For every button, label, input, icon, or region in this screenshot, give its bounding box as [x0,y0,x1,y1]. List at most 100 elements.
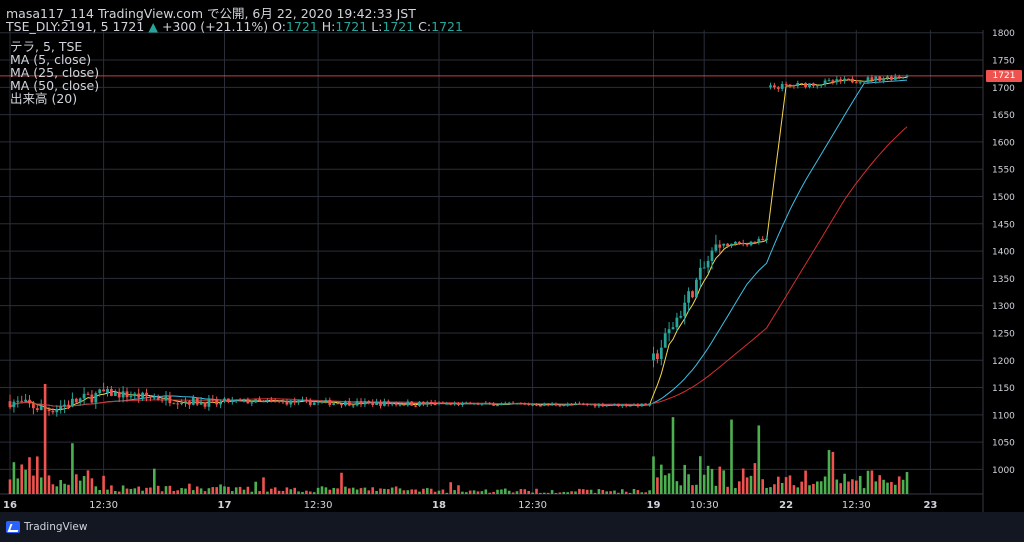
volume-bar [648,490,651,494]
candle-body [823,80,827,85]
symbol-ohlc: TSE_DLY:2191, 5 1721 ▲ +300 (+21.11%) O:… [6,19,463,34]
volume-bar [519,489,523,494]
candle-body [741,242,745,244]
volume-bar [371,487,374,494]
price-chart[interactable]: 1000 1050 1100 1150 1200 1250 1300 1350 1400 1450… [0,0,1024,512]
candle-body [355,400,359,406]
candle-body [418,401,421,406]
volume-bar [866,470,870,494]
price-tick-label: 1750 [992,57,1015,67]
volume-bar [324,487,328,494]
volume-bar [699,456,702,494]
candle-body [628,405,632,407]
indicator-ma5[interactable]: MA (5, close) [10,52,92,67]
ma-line [9,79,908,408]
volume-bar [433,491,437,494]
price-tick-label: 1450 [992,220,1015,230]
candle-body [496,405,499,407]
candle-body [51,411,55,413]
candle-body [363,401,367,405]
volume-bar [894,484,897,494]
candle-body [624,404,628,407]
candle-body [43,405,47,410]
volume-bar [316,487,320,494]
candle-body [819,84,823,86]
candle-body [219,402,222,405]
indicator-ma25[interactable]: MA (25, close) [10,65,100,80]
volume-bar [675,481,679,494]
candle-body [566,403,570,406]
candle-body [695,279,698,298]
volume-bar [905,472,909,494]
volume-bar [527,490,530,494]
volume-bar [890,481,893,494]
volume-bar [582,489,585,494]
volume-bar [831,451,835,494]
volume-bar [511,492,515,494]
volume-bar [472,490,476,494]
candle-body [437,402,441,404]
volume-bar [788,475,792,494]
candle-body [223,398,226,402]
candle-body [835,79,839,83]
volume-bar [500,489,503,494]
candle-body [386,401,390,404]
indicator-ma50[interactable]: MA (50, close) [10,78,100,93]
candle-body [734,241,737,244]
volume-bar [862,488,866,494]
candle-body [215,399,219,405]
open-label: O: [272,19,286,34]
candle-body [211,399,215,401]
price-tick-label: 1100 [992,411,1015,421]
volume-bar [660,464,663,494]
volume-bar [554,492,558,494]
volume-bar [332,487,335,494]
candle-body [398,404,402,406]
candle-body [488,402,492,404]
indicator-volume[interactable]: 出来高 (20) [10,91,78,106]
last-price-label: 1721 [986,69,1022,82]
volume-bar [644,492,647,494]
volume-bar [86,470,90,494]
volume-bar [523,489,527,494]
candle-body [133,393,137,397]
volume-bar [98,489,101,494]
price-tick-label: 1200 [992,357,1015,367]
low-label: L: [371,19,383,34]
candle-body [71,398,74,407]
volume-bar [504,488,507,494]
volume-bar [270,488,273,494]
volume-bar [383,488,386,494]
candle-body [406,401,410,406]
volume-bar [823,476,827,494]
candle-body [351,405,355,407]
volume-bar [67,484,70,494]
volume-bar [628,492,632,494]
volume-bar [496,489,499,494]
candle-body [765,238,768,241]
volume-bar [203,491,207,494]
price-tick-label: 1350 [992,275,1015,285]
candle-body [757,238,761,243]
candle-body [652,353,655,361]
candle-body [320,401,324,403]
volume-bar [695,484,698,494]
tradingview-logo[interactable]: TradingView [6,521,87,533]
candle-body [718,244,722,248]
volume-bar [219,484,222,494]
indicator-main[interactable]: テラ, 5, TSE [10,39,83,54]
volume-bar [375,490,378,494]
volume-bar [160,491,164,494]
candle-body [74,398,78,403]
candle-body [710,250,714,261]
candle-body [780,84,784,89]
volume-bar [570,491,573,494]
candle-body [94,393,98,403]
candle-body [574,403,577,405]
candle-body [745,243,749,246]
volume-bar [51,484,55,494]
volume-bar [546,492,550,494]
candle-body [67,404,70,407]
volume-bar [784,477,788,494]
candle-body [519,403,523,405]
